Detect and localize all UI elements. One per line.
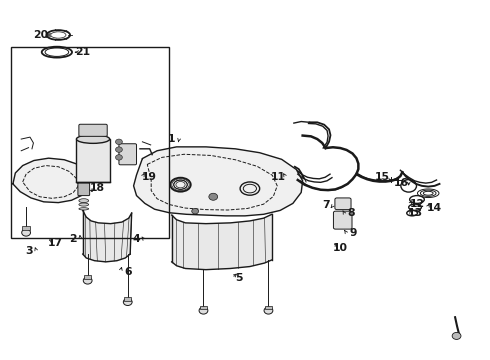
Text: 10: 10 xyxy=(333,243,348,253)
Bar xyxy=(265,306,272,309)
Text: 17: 17 xyxy=(48,238,63,248)
Circle shape xyxy=(264,307,273,314)
Circle shape xyxy=(22,229,30,236)
Text: 21: 21 xyxy=(75,47,90,57)
Text: 14: 14 xyxy=(427,203,442,213)
Text: 9: 9 xyxy=(350,228,357,238)
FancyBboxPatch shape xyxy=(79,124,107,136)
Bar xyxy=(11,48,169,238)
Circle shape xyxy=(192,208,198,214)
FancyBboxPatch shape xyxy=(78,183,90,195)
Polygon shape xyxy=(13,158,90,203)
Text: 3: 3 xyxy=(25,246,33,256)
FancyBboxPatch shape xyxy=(333,211,352,229)
Circle shape xyxy=(116,155,122,160)
Circle shape xyxy=(123,298,132,306)
Text: 18: 18 xyxy=(90,183,105,193)
Bar xyxy=(124,297,131,301)
FancyBboxPatch shape xyxy=(119,144,137,165)
FancyBboxPatch shape xyxy=(335,198,351,210)
Bar xyxy=(76,139,110,182)
Text: 1: 1 xyxy=(168,134,175,144)
Circle shape xyxy=(83,277,92,284)
Circle shape xyxy=(116,147,122,152)
Text: 5: 5 xyxy=(235,273,243,283)
Text: 19: 19 xyxy=(142,172,157,182)
Text: 7: 7 xyxy=(322,200,329,210)
Text: 15: 15 xyxy=(375,172,391,182)
Bar xyxy=(200,306,207,309)
Circle shape xyxy=(116,139,122,144)
Ellipse shape xyxy=(79,203,89,206)
Polygon shape xyxy=(83,210,132,262)
Text: 16: 16 xyxy=(394,178,409,188)
Ellipse shape xyxy=(76,135,110,143)
Text: 11: 11 xyxy=(271,172,286,182)
Text: 2: 2 xyxy=(69,234,77,244)
Ellipse shape xyxy=(79,208,89,210)
Polygon shape xyxy=(134,147,303,216)
Text: 13: 13 xyxy=(408,208,422,218)
Text: 12: 12 xyxy=(410,199,424,209)
Ellipse shape xyxy=(79,199,89,203)
Text: 20: 20 xyxy=(33,30,49,40)
Text: 8: 8 xyxy=(348,208,355,218)
Circle shape xyxy=(452,332,461,339)
Text: 6: 6 xyxy=(124,267,131,276)
Bar xyxy=(84,275,91,279)
Circle shape xyxy=(199,307,208,314)
Text: 4: 4 xyxy=(133,234,140,244)
Polygon shape xyxy=(172,214,272,270)
Circle shape xyxy=(209,193,218,200)
Bar xyxy=(22,226,30,230)
